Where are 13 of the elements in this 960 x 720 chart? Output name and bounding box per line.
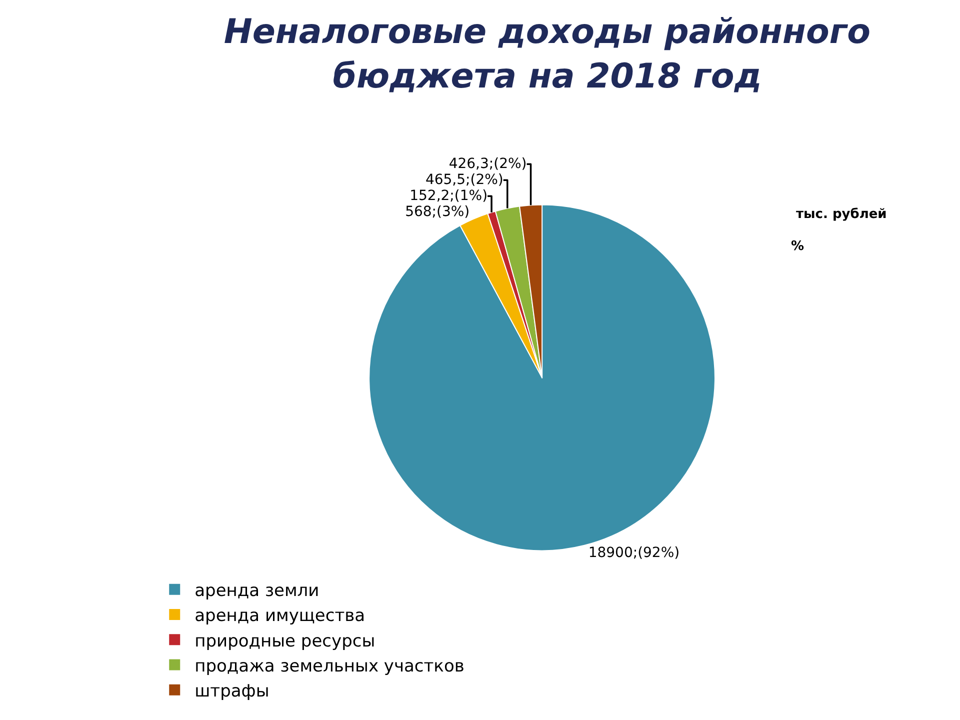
data-label: 18900;(92%) xyxy=(588,544,680,561)
legend-label: продажа земельных участков xyxy=(194,656,464,676)
data-label: 465,5;(2%) xyxy=(425,172,504,188)
text: % xyxy=(791,239,804,254)
data-label: 152,2;(1%) xyxy=(410,188,488,204)
legend-label: аренда имущества xyxy=(194,606,366,626)
legend-label: штрафы xyxy=(194,681,270,702)
legend-label: аренда земли xyxy=(194,581,320,602)
chart-title: Неналоговые доходы районного бюджета на 2018 год xyxy=(224,12,870,96)
text: тыс. рублей xyxy=(796,207,887,222)
data-label: 426,3;(2%) xyxy=(448,156,527,172)
legend-label: природные ресурсы xyxy=(194,631,376,652)
data-label: 568;(3%) xyxy=(405,204,470,220)
